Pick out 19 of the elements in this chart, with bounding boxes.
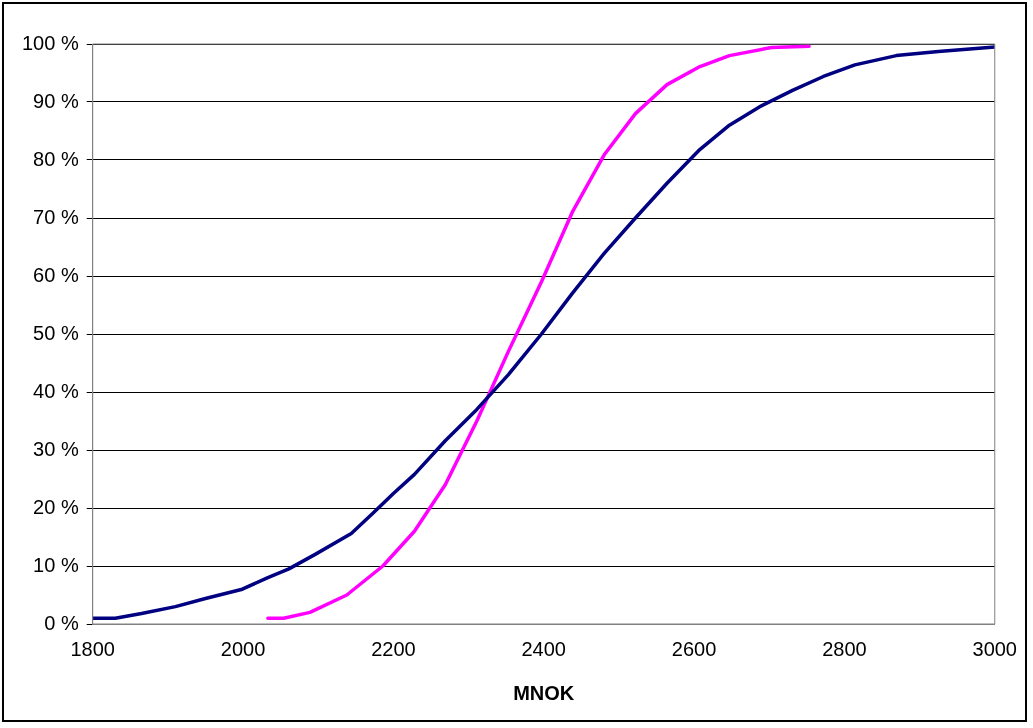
y-tick-label: 100 % bbox=[21, 31, 79, 54]
x-tick-label: 2400 bbox=[521, 637, 566, 660]
y-tick-label: 0 % bbox=[44, 611, 79, 634]
y-tick-label: 50 % bbox=[33, 321, 79, 344]
x-tick-label: 2000 bbox=[220, 637, 266, 660]
x-axis-title: MNOK bbox=[513, 681, 575, 704]
x-tick-label: 2200 bbox=[371, 637, 416, 660]
x-tick-label: 1800 bbox=[70, 637, 115, 660]
y-tick-label: 30 % bbox=[33, 437, 79, 460]
y-tick-label: 60 % bbox=[33, 263, 79, 286]
x-tick-label: 2800 bbox=[822, 637, 867, 660]
x-tick-label: 3000 bbox=[972, 637, 1017, 660]
y-tick-label: 80 % bbox=[33, 147, 79, 170]
y-tick-label: 10 % bbox=[33, 553, 79, 576]
y-tick-label: 90 % bbox=[33, 89, 79, 112]
y-tick-label: 70 % bbox=[33, 205, 79, 228]
y-tick-label: 40 % bbox=[33, 379, 79, 402]
y-tick-label: 20 % bbox=[33, 495, 79, 518]
x-tick-label: 2600 bbox=[671, 637, 717, 660]
